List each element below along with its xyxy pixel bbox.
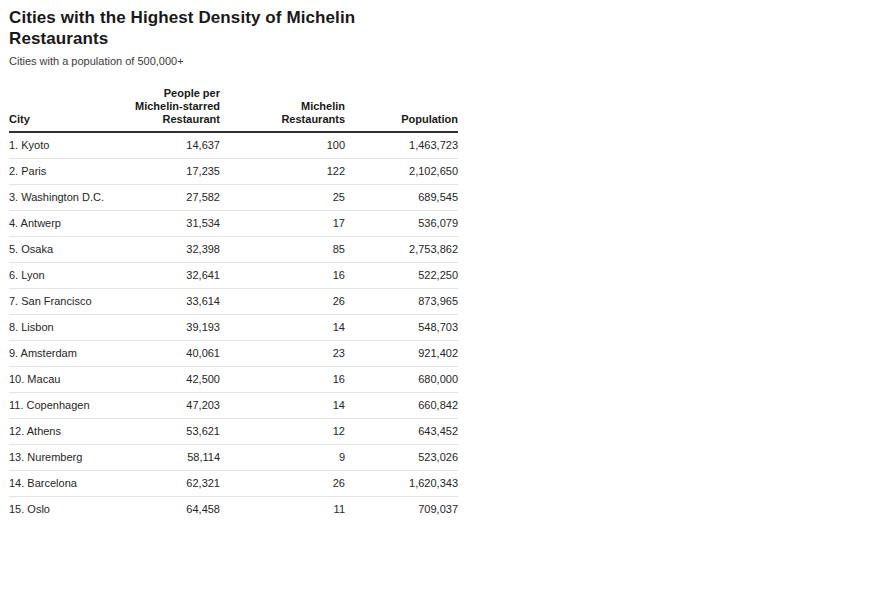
density-cell: 32,641 <box>130 262 220 288</box>
density-cell: 62,321 <box>130 470 220 496</box>
city-cell: 6. Lyon <box>9 262 130 288</box>
table-row: 10. Macau 42,500 16 680,000 <box>9 366 458 392</box>
restaurants-cell: 12 <box>220 418 345 444</box>
restaurants-cell: 11 <box>220 496 345 522</box>
restaurants-cell: 16 <box>220 262 345 288</box>
table-row: 9. Amsterdam 40,061 23 921,402 <box>9 340 458 366</box>
density-cell: 47,203 <box>130 392 220 418</box>
density-cell: 40,061 <box>130 340 220 366</box>
density-cell: 33,614 <box>130 288 220 314</box>
table-row: 6. Lyon 32,641 16 522,250 <box>9 262 458 288</box>
density-cell: 17,235 <box>130 158 220 184</box>
population-cell: 2,102,650 <box>345 158 458 184</box>
density-cell: 31,534 <box>130 210 220 236</box>
density-cell: 58,114 <box>130 444 220 470</box>
population-cell: 536,079 <box>345 210 458 236</box>
restaurants-cell: 85 <box>220 236 345 262</box>
population-cell: 1,620,343 <box>345 470 458 496</box>
restaurants-cell: 16 <box>220 366 345 392</box>
column-header-people-per-restaurant: People per Michelin-starred Restaurant <box>130 87 220 132</box>
city-cell: 13. Nuremberg <box>9 444 130 470</box>
table-row: 5. Osaka 32,398 85 2,753,862 <box>9 236 458 262</box>
table-row: 11. Copenhagen 47,203 14 660,842 <box>9 392 458 418</box>
city-cell: 11. Copenhagen <box>9 392 130 418</box>
city-cell: 14. Barcelona <box>9 470 130 496</box>
restaurants-cell: 25 <box>220 184 345 210</box>
table-row: 13. Nuremberg 58,114 9 523,026 <box>9 444 458 470</box>
restaurants-cell: 14 <box>220 392 345 418</box>
table-row: 3. Washington D.C. 27,582 25 689,545 <box>9 184 458 210</box>
chart-subtitle: Cities with a population of 500,000+ <box>9 55 458 68</box>
table-row: 14. Barcelona 62,321 26 1,620,343 <box>9 470 458 496</box>
density-cell: 14,637 <box>130 132 220 158</box>
density-cell: 64,458 <box>130 496 220 522</box>
population-cell: 2,753,862 <box>345 236 458 262</box>
density-cell: 53,621 <box>130 418 220 444</box>
population-cell: 548,703 <box>345 314 458 340</box>
density-cell: 32,398 <box>130 236 220 262</box>
restaurants-cell: 122 <box>220 158 345 184</box>
density-cell: 42,500 <box>130 366 220 392</box>
city-cell: 12. Athens <box>9 418 130 444</box>
column-header-michelin-restaurants: Michelin Restaurants <box>220 87 345 132</box>
population-cell: 523,026 <box>345 444 458 470</box>
column-header-population: Population <box>345 87 458 132</box>
city-cell: 15. Oslo <box>9 496 130 522</box>
table-row: 4. Antwerp 31,534 17 536,079 <box>9 210 458 236</box>
city-cell: 10. Macau <box>9 366 130 392</box>
restaurants-cell: 9 <box>220 444 345 470</box>
table-row: 1. Kyoto 14,637 100 1,463,723 <box>9 132 458 158</box>
table-header: City People per Michelin-starred Restaur… <box>9 87 458 132</box>
population-cell: 709,037 <box>345 496 458 522</box>
city-cell: 4. Antwerp <box>9 210 130 236</box>
city-cell: 9. Amsterdam <box>9 340 130 366</box>
restaurants-cell: 100 <box>220 132 345 158</box>
population-cell: 1,463,723 <box>345 132 458 158</box>
population-cell: 680,000 <box>345 366 458 392</box>
city-cell: 3. Washington D.C. <box>9 184 130 210</box>
table-card: Cities with the Highest Density of Miche… <box>9 7 458 522</box>
restaurants-cell: 14 <box>220 314 345 340</box>
restaurants-cell: 17 <box>220 210 345 236</box>
table-row: 15. Oslo 64,458 11 709,037 <box>9 496 458 522</box>
population-cell: 921,402 <box>345 340 458 366</box>
population-cell: 643,452 <box>345 418 458 444</box>
table-row: 7. San Francisco 33,614 26 873,965 <box>9 288 458 314</box>
restaurants-cell: 26 <box>220 288 345 314</box>
population-cell: 873,965 <box>345 288 458 314</box>
michelin-density-table: City People per Michelin-starred Restaur… <box>9 87 458 522</box>
city-cell: 1. Kyoto <box>9 132 130 158</box>
population-cell: 660,842 <box>345 392 458 418</box>
city-cell: 2. Paris <box>9 158 130 184</box>
table-row: 2. Paris 17,235 122 2,102,650 <box>9 158 458 184</box>
population-cell: 689,545 <box>345 184 458 210</box>
table-row: 8. Lisbon 39,193 14 548,703 <box>9 314 458 340</box>
column-header-city: City <box>9 87 130 132</box>
city-cell: 5. Osaka <box>9 236 130 262</box>
city-cell: 7. San Francisco <box>9 288 130 314</box>
city-cell: 8. Lisbon <box>9 314 130 340</box>
header-row: City People per Michelin-starred Restaur… <box>9 87 458 132</box>
chart-title: Cities with the Highest Density of Miche… <box>9 7 458 49</box>
population-cell: 522,250 <box>345 262 458 288</box>
density-cell: 27,582 <box>130 184 220 210</box>
table-body: 1. Kyoto 14,637 100 1,463,723 2. Paris 1… <box>9 132 458 522</box>
density-cell: 39,193 <box>130 314 220 340</box>
restaurants-cell: 23 <box>220 340 345 366</box>
restaurants-cell: 26 <box>220 470 345 496</box>
table-row: 12. Athens 53,621 12 643,452 <box>9 418 458 444</box>
